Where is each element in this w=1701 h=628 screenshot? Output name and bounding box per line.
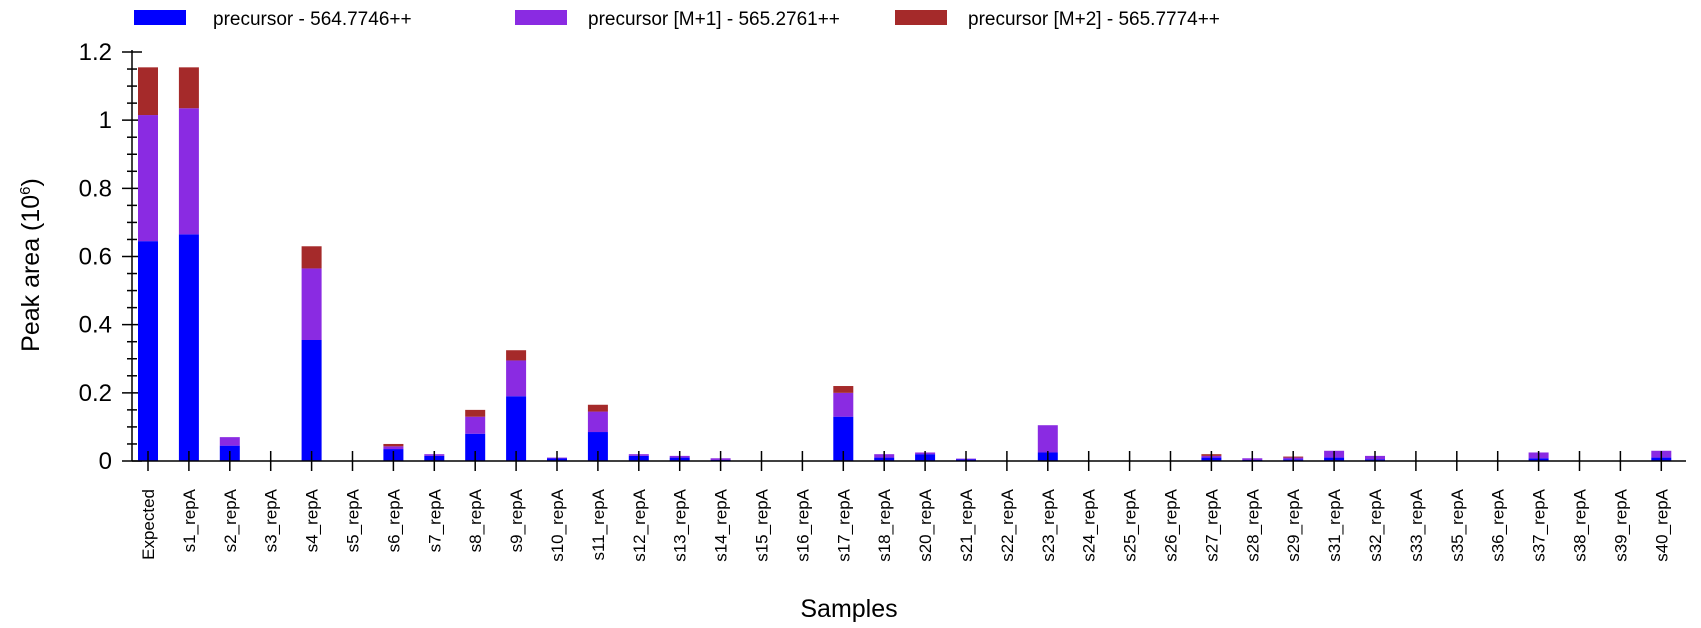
bar-segment-Expected-series-2 bbox=[138, 67, 158, 116]
legend-label-precursor-m1: precursor [M+1] - 565.2761++ bbox=[588, 9, 840, 30]
bar-segment-s6_repA-series-1 bbox=[383, 446, 404, 450]
bar-segment-s1_repA-series-2 bbox=[178, 67, 199, 109]
bars bbox=[138, 67, 1672, 461]
x-tick-label: s6_repA bbox=[384, 488, 403, 552]
x-tick-label: s36_repA bbox=[1489, 488, 1508, 561]
x-tick-label: s23_repA bbox=[1039, 488, 1058, 561]
bar-segment-s4_repA-series-1 bbox=[301, 268, 322, 340]
x-tick-label: s12_repA bbox=[630, 488, 649, 561]
bar-segment-s4_repA-series-2 bbox=[301, 246, 322, 269]
x-tick-label: s24_repA bbox=[1080, 488, 1099, 561]
x-tick-label: s29_repA bbox=[1284, 488, 1303, 561]
x-tick-label: s11_repA bbox=[589, 488, 608, 560]
bar-segment-s6_repA-series-2 bbox=[383, 443, 404, 447]
x-tick-label: s27_repA bbox=[1202, 488, 1221, 561]
x-tick-label: s37_repA bbox=[1530, 488, 1549, 561]
legend-swatch-precursor-m2 bbox=[895, 10, 947, 25]
x-axis: Expected s1_repA s2_repA s3_repA s4_repA s5_r… bbox=[132, 451, 1686, 562]
x-tick-label: s5_repA bbox=[344, 488, 363, 552]
bar-segment-s1_repA-series-1 bbox=[178, 108, 199, 235]
bar-segment-s11_repA-series-1 bbox=[587, 411, 608, 433]
legend: precursor - 564.7746++ precursor [M+1] -… bbox=[134, 9, 1220, 30]
x-tick-label: s18_repA bbox=[875, 488, 894, 561]
x-tick-label: s2_repA bbox=[221, 488, 240, 552]
x-tick-label: s17_repA bbox=[834, 488, 853, 561]
bar-segment-s17_repA-series-1 bbox=[833, 392, 854, 417]
bar-segment-s11_repA-series-0 bbox=[587, 432, 608, 461]
bar-segment-s1_repA-series-0 bbox=[178, 234, 199, 461]
x-tick-label: Expected bbox=[139, 489, 158, 560]
x-tick-label: s26_repA bbox=[1162, 488, 1181, 561]
legend-swatch-precursor-m1 bbox=[515, 10, 567, 25]
bar-segment-s9_repA-series-1 bbox=[506, 360, 527, 397]
x-tick-label: s35_repA bbox=[1448, 488, 1467, 561]
x-tick-label: s32_repA bbox=[1366, 488, 1385, 561]
x-tick-label: s31_repA bbox=[1325, 488, 1344, 561]
x-tick-label: s9_repA bbox=[507, 488, 526, 552]
x-axis-title: Samples bbox=[800, 595, 897, 623]
bar-segment-s11_repA-series-2 bbox=[587, 404, 608, 412]
legend-swatch-precursor bbox=[134, 10, 186, 25]
x-tick-label: s40_repA bbox=[1652, 488, 1671, 561]
x-tick-label: s7_repA bbox=[425, 488, 444, 552]
y-tick-label: 0 bbox=[99, 448, 112, 475]
bar-segment-s2_repA-series-1 bbox=[219, 437, 240, 446]
y-tick-label: 1 bbox=[99, 107, 112, 134]
bar-segment-s23_repA-series-1 bbox=[1037, 425, 1058, 453]
x-tick-label: s8_repA bbox=[466, 488, 485, 552]
x-tick-label: s15_repA bbox=[753, 488, 772, 561]
bar-segment-s8_repA-series-2 bbox=[465, 409, 486, 417]
bar-segment-Expected-series-1 bbox=[138, 115, 158, 242]
bar-segment-s17_repA-series-0 bbox=[833, 416, 854, 461]
y-tick-label: 0.2 bbox=[79, 380, 112, 407]
x-tick-label: s25_repA bbox=[1121, 488, 1140, 561]
y-tick-label: 0.6 bbox=[79, 244, 112, 271]
bar-segment-Expected-series-0 bbox=[138, 241, 158, 461]
y-axis-title: Peak area (106) bbox=[17, 178, 45, 352]
x-tick-label: s22_repA bbox=[998, 488, 1017, 561]
x-tick-label: s1_repA bbox=[180, 488, 199, 552]
x-tick-label: s10_repA bbox=[548, 488, 567, 561]
y-axis-title-main: Peak area (10 bbox=[17, 195, 45, 352]
x-tick-label: s33_repA bbox=[1407, 488, 1426, 561]
bar-segment-s9_repA-series-2 bbox=[506, 350, 527, 361]
x-tick-label: s14_repA bbox=[712, 488, 731, 561]
y-axis: 0 0.2 0.4 0.6 0.8 1 1.2 bbox=[79, 39, 142, 475]
y-tick-label: 0.8 bbox=[79, 175, 112, 202]
bar-segment-s8_repA-series-1 bbox=[465, 416, 486, 434]
bar-segment-s8_repA-series-0 bbox=[465, 433, 486, 461]
x-tick-label: s39_repA bbox=[1611, 488, 1630, 561]
x-tick-label: s20_repA bbox=[916, 488, 935, 561]
bar-segment-s4_repA-series-0 bbox=[301, 340, 322, 461]
bar-segment-s17_repA-series-2 bbox=[833, 386, 854, 393]
y-tick-label: 1.2 bbox=[79, 39, 112, 66]
x-tick-label: s16_repA bbox=[793, 488, 812, 561]
y-axis-title-exponent: 6 bbox=[17, 186, 34, 194]
legend-label-precursor: precursor - 564.7746++ bbox=[213, 9, 412, 30]
x-tick-label: s3_repA bbox=[262, 488, 281, 552]
x-tick-label: s13_repA bbox=[671, 488, 690, 561]
x-tick-label: s4_repA bbox=[303, 488, 322, 552]
y-tick-label: 0.4 bbox=[79, 312, 112, 339]
y-axis-title-close: ) bbox=[17, 178, 45, 186]
x-tick-label: s38_repA bbox=[1571, 488, 1590, 561]
legend-label-precursor-m2: precursor [M+2] - 565.7774++ bbox=[968, 9, 1220, 30]
bar-segment-s9_repA-series-0 bbox=[506, 396, 527, 461]
x-tick-label: s21_repA bbox=[957, 488, 976, 561]
x-tick-label: s28_repA bbox=[1243, 488, 1262, 561]
